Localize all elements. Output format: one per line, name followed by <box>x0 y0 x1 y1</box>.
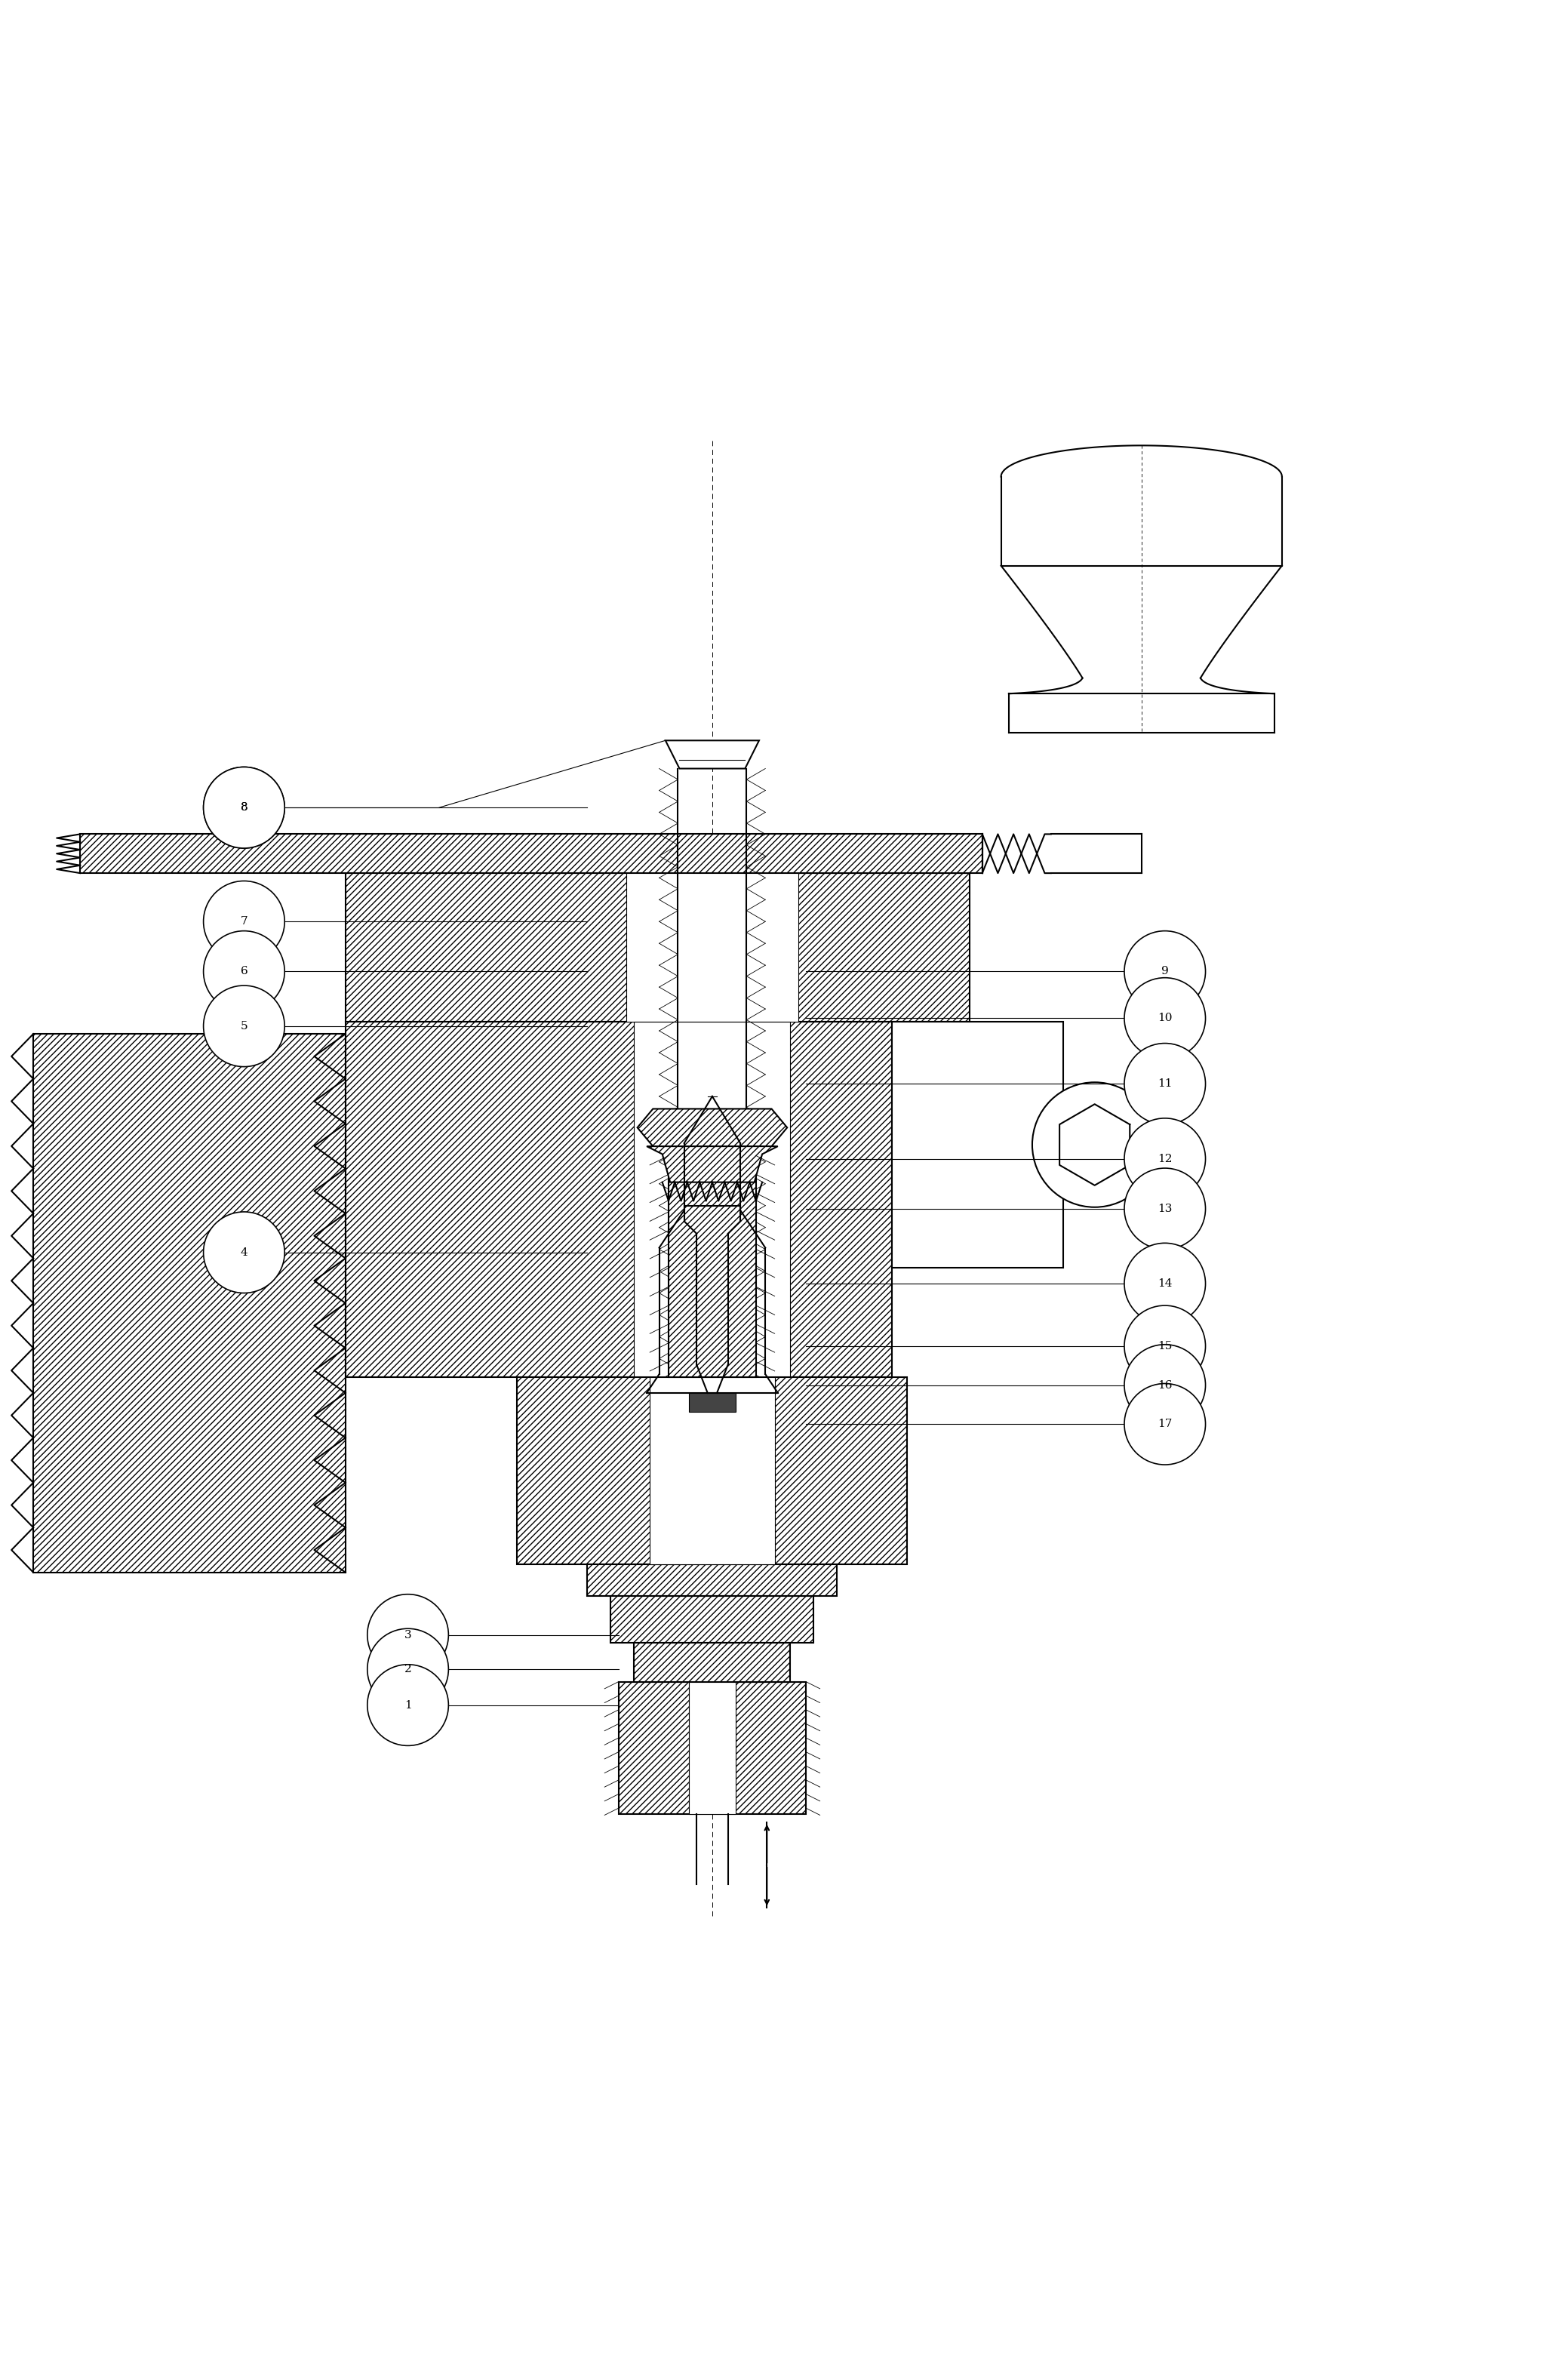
Polygon shape <box>637 1109 787 1147</box>
Bar <box>80 833 983 873</box>
Text: 13: 13 <box>1158 1204 1172 1214</box>
Bar <box>587 1564 837 1597</box>
Circle shape <box>1124 978 1205 1059</box>
Text: 8: 8 <box>241 802 247 814</box>
Circle shape <box>1033 1083 1157 1207</box>
Circle shape <box>1124 1383 1205 1464</box>
Text: 4: 4 <box>241 1247 247 1257</box>
Text: 5: 5 <box>241 1021 247 1031</box>
Bar <box>649 1378 775 1564</box>
Circle shape <box>203 766 285 847</box>
Circle shape <box>203 881 285 962</box>
Circle shape <box>1124 1119 1205 1200</box>
Bar <box>618 1683 806 1814</box>
Circle shape <box>368 1664 449 1745</box>
Bar <box>689 1683 736 1814</box>
Bar <box>634 1021 790 1378</box>
Text: 7: 7 <box>241 916 247 926</box>
Circle shape <box>203 766 285 847</box>
Bar <box>610 1597 814 1642</box>
Circle shape <box>368 1628 449 1709</box>
Text: 15: 15 <box>1158 1340 1172 1352</box>
Text: 9: 9 <box>1161 966 1169 976</box>
Circle shape <box>368 1595 449 1676</box>
Bar <box>516 1378 908 1564</box>
Text: 3: 3 <box>404 1630 412 1640</box>
Bar <box>892 1021 1064 1269</box>
Text: 10: 10 <box>1158 1014 1172 1023</box>
Circle shape <box>203 931 285 1011</box>
Bar <box>346 1021 892 1378</box>
Circle shape <box>1124 1242 1205 1323</box>
Text: 11: 11 <box>1158 1078 1172 1090</box>
Text: 6: 6 <box>241 966 247 976</box>
Text: 17: 17 <box>1158 1418 1172 1430</box>
Text: 8: 8 <box>241 802 247 814</box>
Text: 1: 1 <box>404 1699 412 1711</box>
Bar <box>626 873 798 1021</box>
Circle shape <box>203 985 285 1066</box>
Bar <box>689 1392 736 1411</box>
Text: 14: 14 <box>1158 1278 1172 1290</box>
Circle shape <box>1124 931 1205 1011</box>
Circle shape <box>203 1211 285 1292</box>
Text: 2: 2 <box>404 1664 412 1676</box>
Circle shape <box>1124 1169 1205 1250</box>
Bar <box>634 1642 790 1683</box>
Circle shape <box>1124 1307 1205 1388</box>
Polygon shape <box>665 740 759 769</box>
Bar <box>668 1147 756 1378</box>
Polygon shape <box>646 1147 778 1183</box>
Circle shape <box>1124 1345 1205 1426</box>
Bar <box>33 1033 346 1573</box>
Bar <box>346 873 970 1021</box>
Circle shape <box>1124 1042 1205 1123</box>
Text: 12: 12 <box>1158 1154 1172 1164</box>
Text: 16: 16 <box>1158 1380 1172 1390</box>
